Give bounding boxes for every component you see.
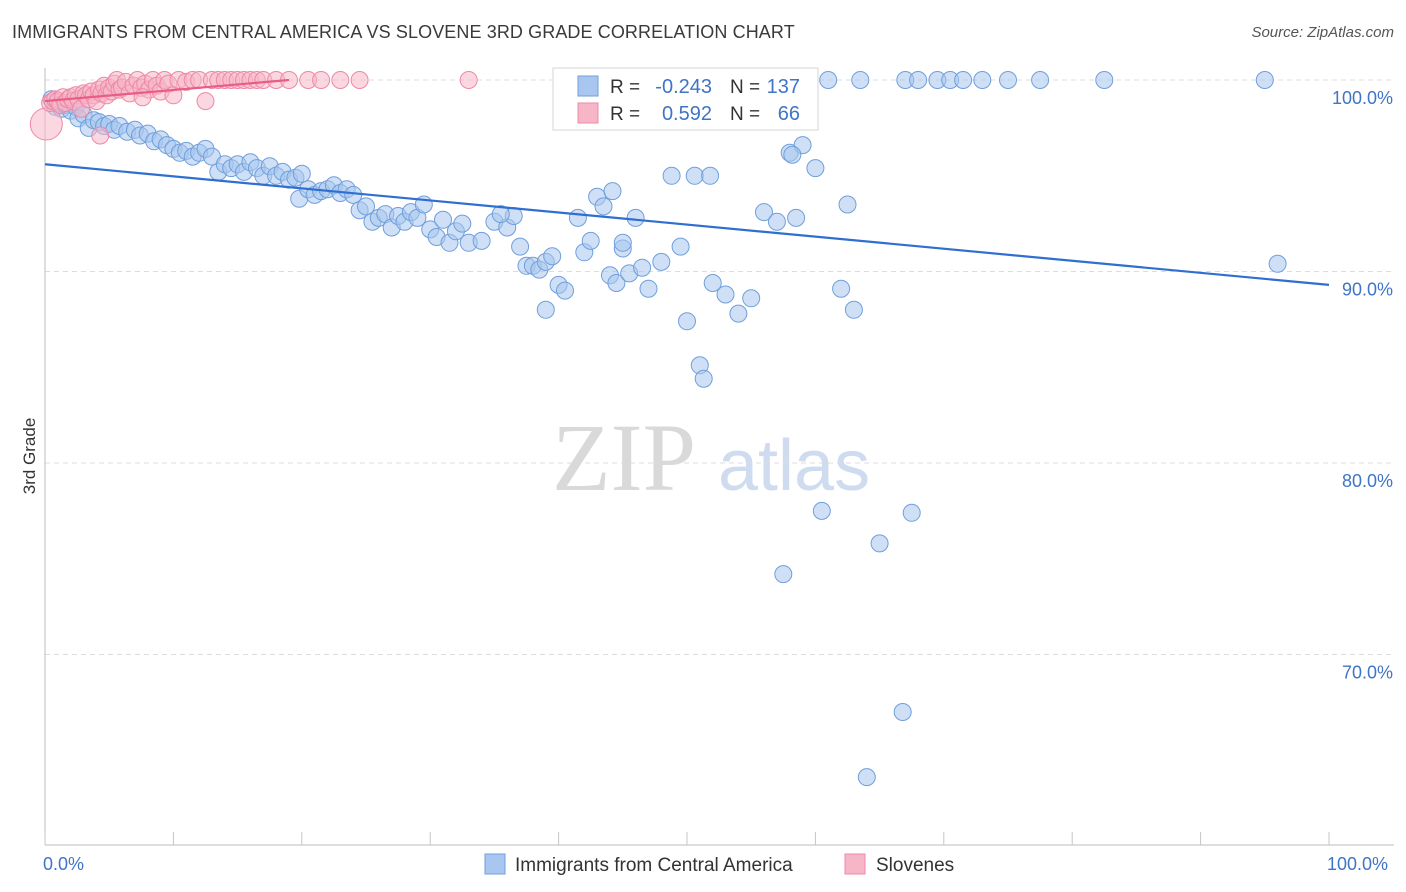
stats-legend-swatch-pink — [577, 102, 599, 124]
immigrant-point-66 — [434, 210, 452, 229]
x-tick-label-min: 0.0% — [43, 854, 84, 874]
immigrant-point-144 — [603, 182, 622, 201]
immigrant-point-114 — [838, 195, 857, 214]
immigrant-point-96 — [671, 237, 690, 256]
trend-line-slovenes — [44, 78, 290, 103]
y-axis-tick-labels: 70.0% 80.0% 90.0% 100.0% — [1332, 88, 1393, 683]
immigrant-point-118 — [870, 534, 889, 553]
immigrant-point-137 — [893, 703, 912, 721]
immigrant-point-116 — [851, 71, 870, 89]
stats-n-label-pink: N = — [730, 104, 760, 125]
immigrant-point-103 — [729, 304, 748, 323]
stats-r-value-blue: -0.243 — [655, 76, 712, 98]
y-tick-label-90: 90.0% — [1342, 280, 1393, 300]
legend-label-immigrants: Immigrants from Central America — [515, 855, 793, 876]
immigrant-point-88 — [607, 274, 626, 292]
watermark-atlas: atlas — [718, 426, 870, 506]
immigrant-point-92 — [633, 258, 652, 277]
immigrant-point-74 — [511, 237, 530, 256]
immigrant-point-84 — [581, 231, 600, 250]
immigrant-point-113 — [832, 279, 851, 298]
immigrant-point-125 — [973, 71, 992, 89]
immigrant-point-54 — [357, 197, 375, 216]
y-tick-label-80: 80.0% — [1342, 471, 1393, 491]
source-credit: Source: ZipAtlas.com — [1251, 24, 1394, 41]
immigrant-point-97 — [678, 312, 696, 331]
immigrant-point-115 — [844, 300, 863, 319]
immigrant-point-71 — [472, 231, 491, 250]
x-tick-label-max: 100.0% — [1327, 854, 1388, 874]
trend-lines — [44, 78, 1330, 287]
stats-legend: R = -0.243 N = 137 R = 0.592 N = 66 — [552, 67, 819, 131]
immigrant-point-128 — [1095, 71, 1114, 89]
series-legend: Immigrants from Central America Slovenes — [484, 853, 954, 876]
immigrant-point-93 — [639, 279, 658, 298]
immigrant-point-43 — [292, 164, 311, 183]
immigrant-point-105 — [755, 203, 773, 222]
slovene-point-63 — [459, 71, 478, 89]
trend-line-immigrants — [44, 163, 1330, 287]
immigrant-point-69 — [453, 214, 472, 233]
immigrant-point-112 — [819, 71, 838, 89]
stats-n-value-pink: 66 — [778, 103, 800, 125]
immigrant-point-79 — [543, 247, 562, 266]
immigrant-point-95 — [662, 166, 681, 185]
stats-r-label-pink: R = — [610, 104, 640, 125]
y-tick-label-70: 70.0% — [1342, 663, 1393, 683]
immigrant-point-91 — [626, 208, 645, 227]
immigrant-point-86 — [594, 197, 613, 216]
immigrant-point-145 — [536, 300, 555, 319]
legend-swatch-slovenes — [844, 853, 866, 875]
immigrant-point-141 — [767, 212, 786, 231]
immigrant-point-120 — [902, 503, 921, 522]
immigrant-point-82 — [568, 208, 587, 227]
immigrant-point-140 — [783, 145, 802, 164]
immigrant-point-106 — [774, 565, 793, 584]
immigrant-point-127 — [1031, 71, 1050, 89]
stats-n-label-blue: N = — [730, 77, 760, 98]
immigrant-point-142 — [613, 233, 632, 252]
immigrant-point-81 — [556, 281, 574, 300]
stats-r-label-blue: R = — [610, 77, 640, 98]
slovene-point-64 — [91, 126, 110, 145]
immigrant-point-101 — [703, 274, 722, 292]
slovene-point-47 — [196, 92, 215, 111]
x-axis-ticks — [44, 832, 1330, 845]
immigrant-point-108 — [787, 208, 806, 227]
stats-n-value-blue: 137 — [767, 76, 800, 98]
slovene-point-60 — [312, 71, 331, 89]
slovene-point-61 — [331, 71, 350, 89]
immigrant-point-124 — [954, 71, 973, 89]
y-tick-label-100: 100.0% — [1332, 88, 1393, 108]
legend-label-slovenes: Slovenes — [876, 855, 954, 876]
immigrant-point-126 — [999, 71, 1017, 89]
legend-swatch-immigrants — [484, 853, 506, 875]
immigrant-point-129 — [1255, 71, 1274, 89]
immigrant-point-102 — [716, 285, 735, 304]
slovene-point-62 — [350, 71, 369, 89]
immigrant-point-130 — [1268, 254, 1287, 273]
immigrant-point-138 — [701, 166, 720, 185]
watermark-zip: ZIP — [552, 404, 696, 511]
immigrant-point-143 — [491, 205, 510, 224]
immigrant-point-110 — [806, 159, 825, 178]
immigrant-point-111 — [812, 501, 831, 520]
immigrant-point-117 — [857, 768, 876, 787]
immigrant-point-104 — [742, 289, 761, 308]
immigrant-point-100 — [694, 369, 713, 388]
chart-title: IMMIGRANTS FROM CENTRAL AMERICA VS SLOVE… — [12, 22, 795, 42]
stats-legend-swatch-blue — [577, 75, 599, 97]
y-axis-title: 3rd Grade — [20, 418, 39, 495]
immigrant-point-121 — [909, 71, 928, 89]
immigrant-point-98 — [685, 166, 704, 185]
watermark: ZIP atlas — [552, 404, 870, 511]
immigrant-point-94 — [652, 252, 671, 271]
stats-r-value-pink: 0.592 — [662, 103, 712, 125]
